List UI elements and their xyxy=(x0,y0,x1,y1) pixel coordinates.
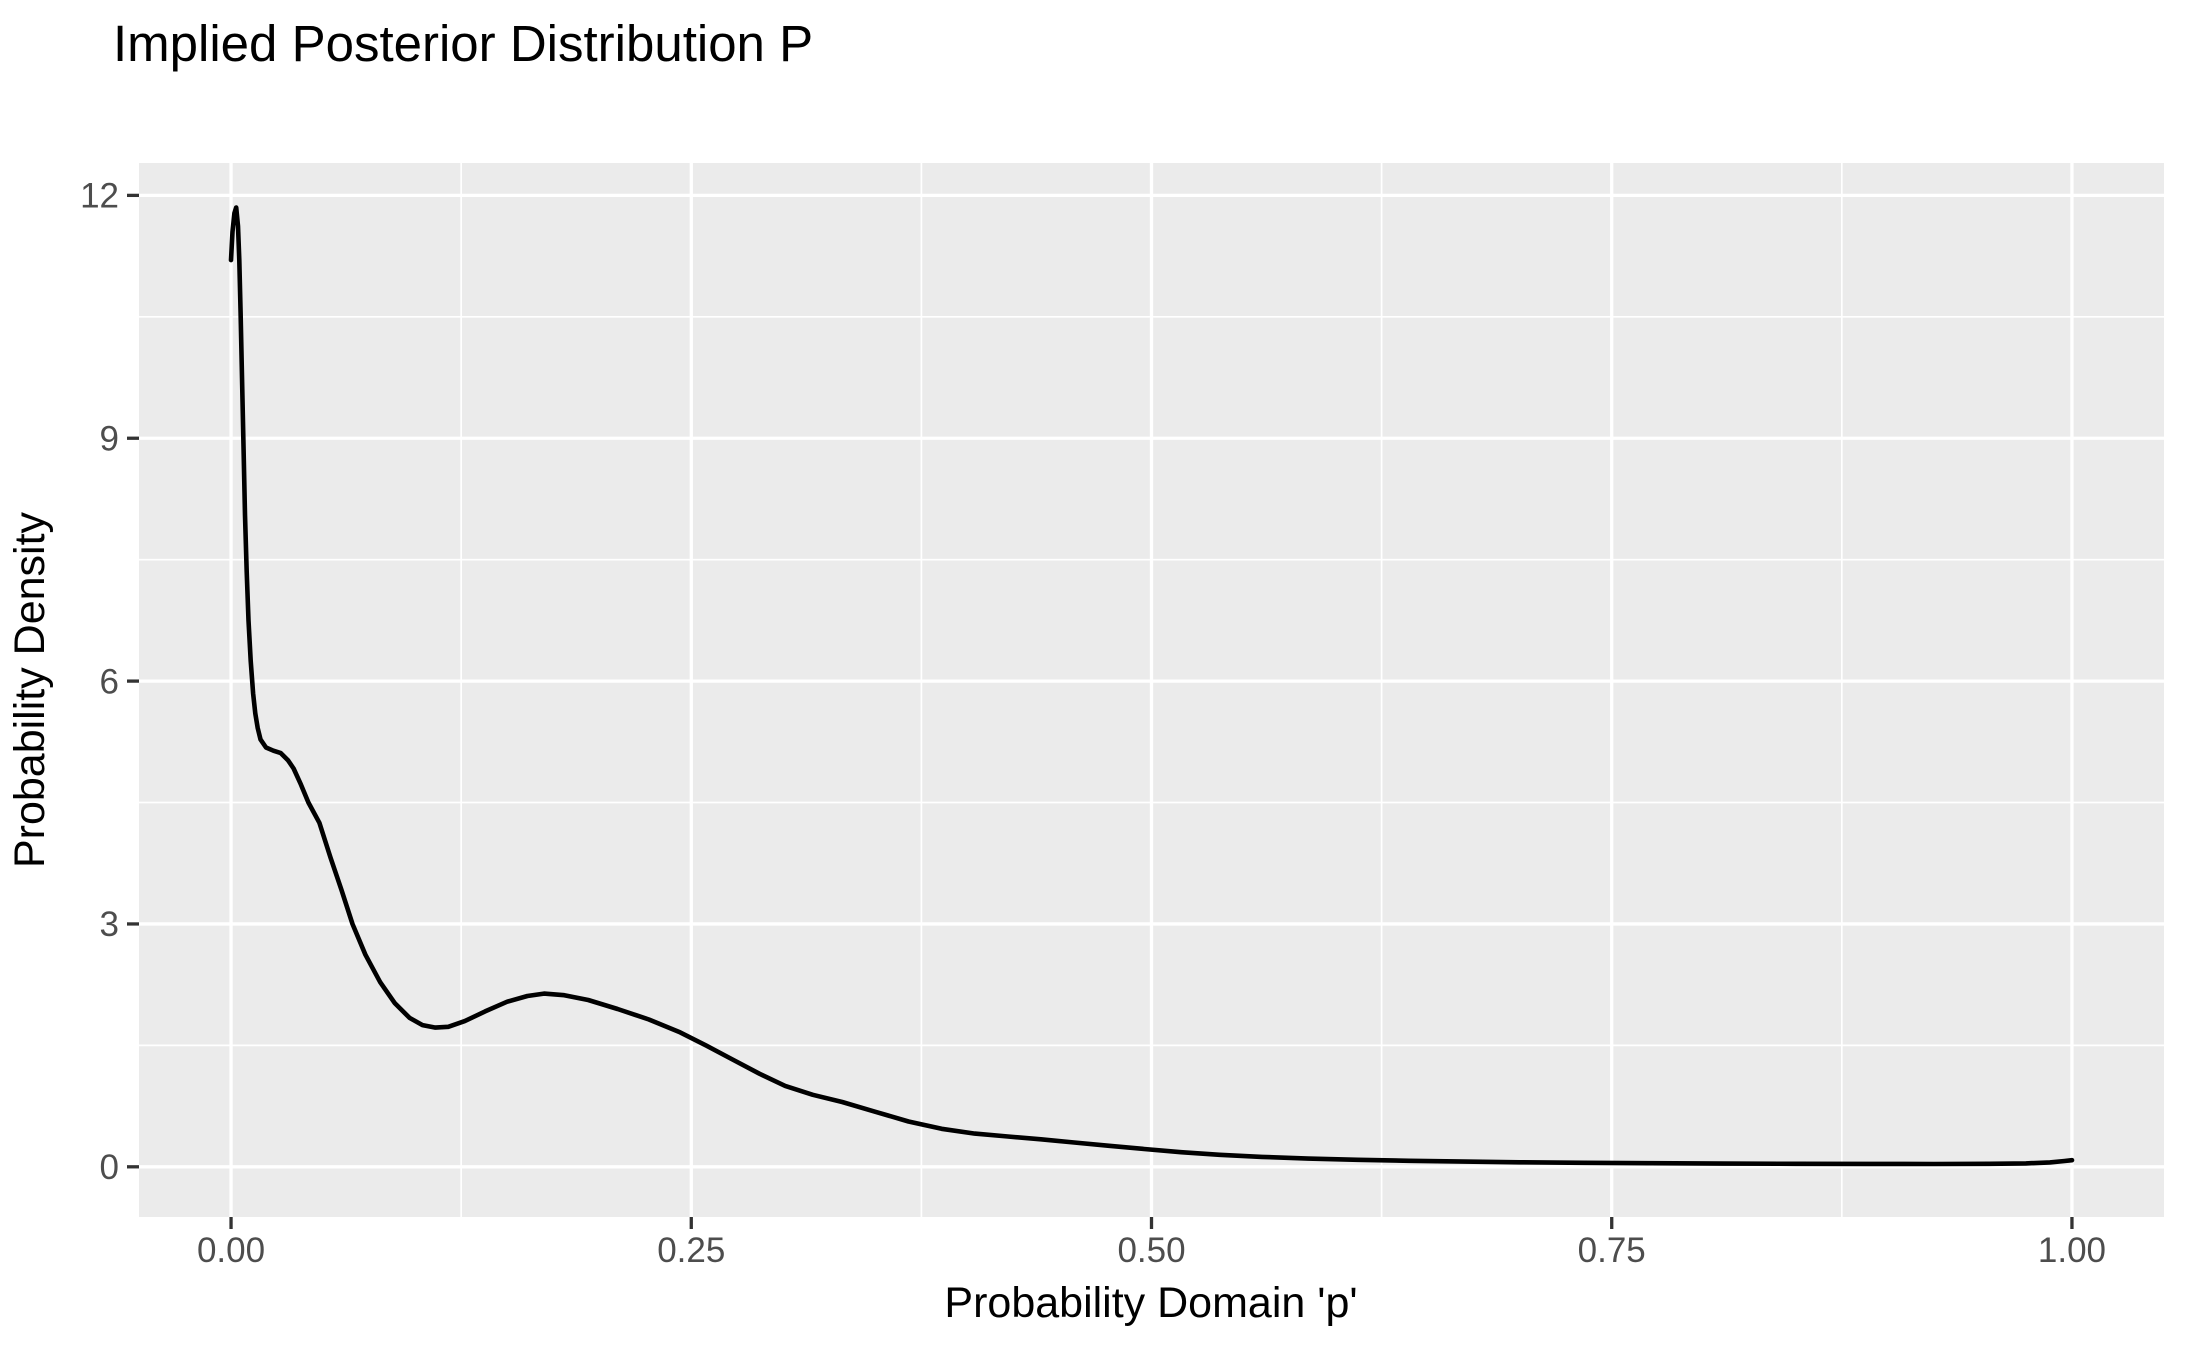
x-tick-label: 0.75 xyxy=(1578,1231,1646,1270)
y-tick-label: 12 xyxy=(80,177,119,216)
y-tick-label: 9 xyxy=(100,419,119,458)
x-tick-label: 0.00 xyxy=(197,1231,265,1270)
x-axis-tick-labels: 0.00 0.25 0.50 0.75 1.00 xyxy=(197,1231,2106,1270)
y-tick-label: 6 xyxy=(100,662,119,701)
plot-title: Implied Posterior Distribution P xyxy=(113,15,813,72)
y-axis-tick-labels: 0 3 6 9 12 xyxy=(80,177,119,1187)
major-gridlines xyxy=(139,163,2164,1217)
y-axis-title: Probability Density xyxy=(6,511,54,868)
x-tick-label: 0.50 xyxy=(1117,1231,1185,1270)
y-tick-label: 3 xyxy=(100,905,119,944)
x-tick-label: 0.25 xyxy=(657,1231,725,1270)
x-axis-ticks xyxy=(229,1217,2074,1229)
x-tick-label: 1.00 xyxy=(2038,1231,2106,1270)
x-axis-title: Probability Domain 'p' xyxy=(944,1279,1357,1327)
density-curve xyxy=(228,205,2075,1167)
y-tick-label: 0 xyxy=(100,1148,119,1187)
y-axis-ticks xyxy=(127,193,139,1169)
density-curve-group xyxy=(228,205,2075,1167)
